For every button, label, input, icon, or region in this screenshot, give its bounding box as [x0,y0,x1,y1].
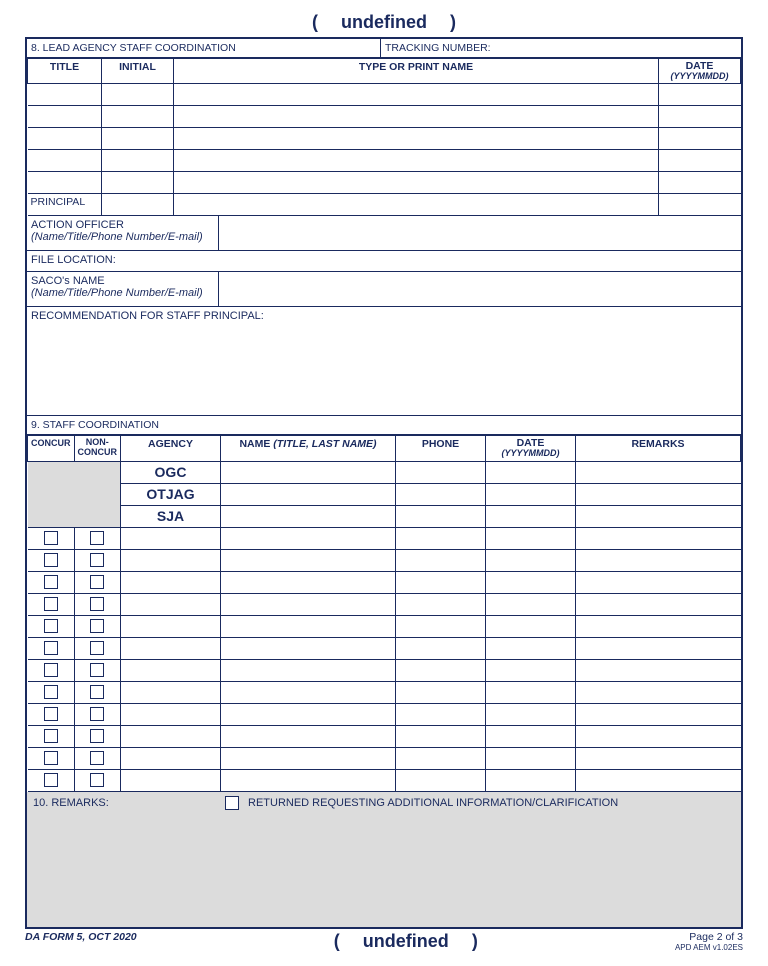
left-paren: ( [312,12,318,33]
nonconcur-checkbox[interactable] [74,571,121,593]
section8-table: TITLE INITIAL TYPE OR PRINT NAME DATE (Y… [27,58,741,216]
s8-row[interactable] [28,150,102,172]
remarks-section[interactable]: 10. REMARKS: RETURNED REQUESTING ADDITIO… [27,792,741,927]
nonconcur-checkbox[interactable] [74,615,121,637]
header-undefined: undefined [341,12,427,33]
section8-title: 8. LEAD AGENCY STAFF COORDINATION [27,39,381,57]
recommendation-box[interactable]: RECOMMENDATION FOR STAFF PRINCIPAL: [27,307,741,415]
col-initial: INITIAL [102,59,174,84]
nonconcur-checkbox[interactable] [74,527,121,549]
col-date: DATE (YYYYMMDD) [659,59,741,84]
concur-checkbox[interactable] [28,593,75,615]
recommendation-label: RECOMMENDATION FOR STAFF PRINCIPAL: [31,310,264,322]
col-nonconcur: NON- CONCUR [74,436,121,461]
section10-title: 10. REMARKS: [33,797,109,809]
col-agency: AGENCY [121,436,221,461]
agency-ogc: OGC [121,461,221,483]
form-body: 8. LEAD AGENCY STAFF COORDINATION TRACKI… [25,37,743,929]
form-id: DA FORM 5, OCT 2020 [25,931,137,943]
s8-row[interactable] [28,128,102,150]
col-title: TITLE [28,59,102,84]
concur-checkbox[interactable] [28,703,75,725]
col-phone: PHONE [396,436,486,461]
saco-field[interactable] [219,272,741,306]
concur-gray-block [28,461,121,527]
version: APD AEM v1.02ES [675,943,743,952]
concur-checkbox[interactable] [28,769,75,791]
s8-row[interactable] [28,172,102,194]
concur-checkbox[interactable] [28,637,75,659]
nonconcur-checkbox[interactable] [74,703,121,725]
col-name9: NAME (TITLE, LAST NAME) [221,436,396,461]
action-officer-field[interactable] [219,216,741,250]
returned-checkbox[interactable] [225,796,239,810]
concur-checkbox[interactable] [28,527,75,549]
agency-sja: SJA [121,505,221,527]
nonconcur-checkbox[interactable] [74,747,121,769]
s8-row[interactable] [28,106,102,128]
nonconcur-checkbox[interactable] [74,637,121,659]
nonconcur-checkbox[interactable] [74,593,121,615]
concur-checkbox[interactable] [28,615,75,637]
header-parentheses: ( undefined ) [25,12,743,33]
col-name: TYPE OR PRINT NAME [174,59,659,84]
agency-otjag: OTJAG [121,483,221,505]
action-officer-label: ACTION OFFICER (Name/Title/Phone Number/… [27,216,219,250]
s8-row[interactable] [28,84,102,106]
right-paren: ) [450,12,456,33]
footer-parentheses: ( undefined ) [334,931,478,952]
concur-checkbox[interactable] [28,571,75,593]
concur-checkbox[interactable] [28,549,75,571]
principal-label: PRINCIPAL [28,194,102,216]
section9-table: CONCUR NON- CONCUR AGENCY NAME (TITLE, L… [27,435,741,791]
page-number: Page 2 of 3 [675,931,743,943]
concur-checkbox[interactable] [28,725,75,747]
page-number-block: Page 2 of 3 APD AEM v1.02ES [675,931,743,952]
concur-checkbox[interactable] [28,681,75,703]
col-date9: DATE (YYYYMMDD) [486,436,576,461]
saco-label: SACO's NAME (Name/Title/Phone Number/E-m… [27,272,219,306]
concur-checkbox[interactable] [28,659,75,681]
nonconcur-checkbox[interactable] [74,725,121,747]
col-concur: CONCUR [28,436,75,461]
section9-title: 9. STAFF COORDINATION [27,416,741,434]
file-location-label[interactable]: FILE LOCATION: [27,251,741,271]
tracking-number-label: TRACKING NUMBER: [381,39,741,57]
returned-label: RETURNED REQUESTING ADDITIONAL INFORMATI… [248,797,618,809]
nonconcur-checkbox[interactable] [74,681,121,703]
nonconcur-checkbox[interactable] [74,659,121,681]
col-remarks: REMARKS [576,436,741,461]
concur-checkbox[interactable] [28,747,75,769]
nonconcur-checkbox[interactable] [74,549,121,571]
nonconcur-checkbox[interactable] [74,769,121,791]
page-footer: DA FORM 5, OCT 2020 ( undefined ) Page 2… [25,931,743,952]
